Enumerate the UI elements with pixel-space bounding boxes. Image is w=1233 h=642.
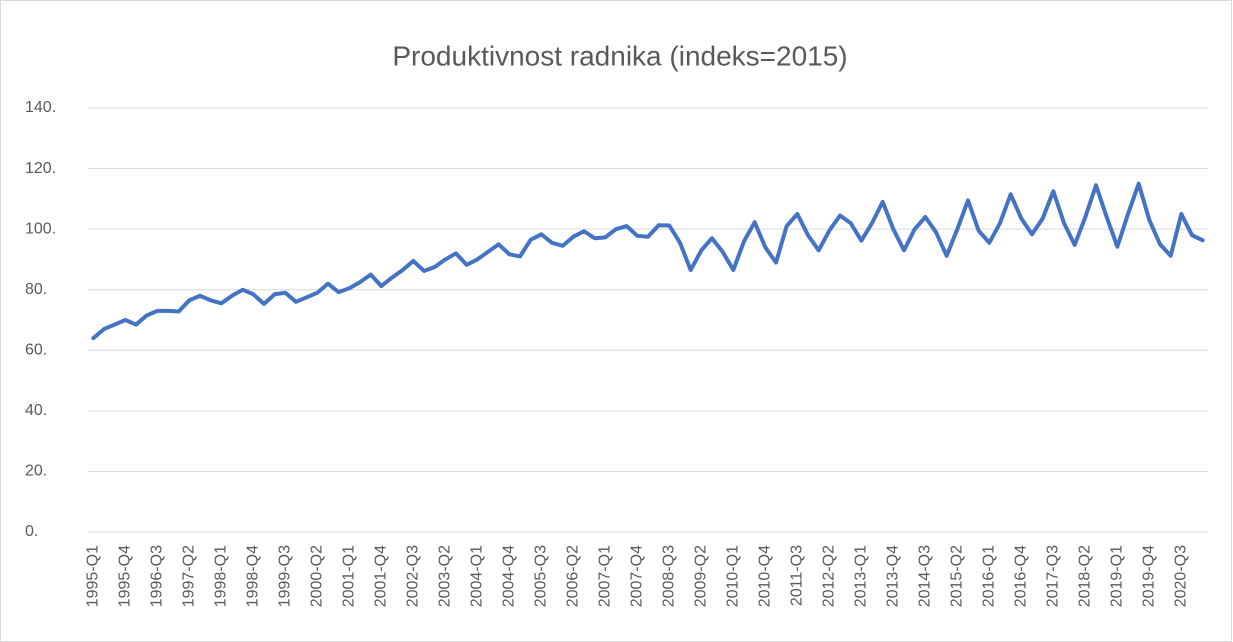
x-tick-label: 2011-Q3 [789, 545, 806, 606]
y-tick-label: 0. [25, 523, 38, 540]
x-tick-label: 2018-Q2 [1077, 545, 1094, 607]
y-tick-label: 80. [25, 281, 47, 298]
x-tick-label: 1995-Q1 [85, 545, 102, 607]
x-tick-label: 2004-Q4 [501, 545, 518, 607]
x-tick-label: 2017-Q3 [1045, 545, 1062, 607]
x-tick-label: 2010-Q4 [757, 545, 774, 607]
x-tick-label: 2015-Q2 [949, 545, 966, 607]
y-tick-label: 120. [25, 160, 56, 177]
x-tick-label: 2019-Q4 [1141, 545, 1158, 607]
x-tick-label: 2007-Q4 [629, 545, 646, 607]
x-tick-label: 2006-Q2 [565, 545, 582, 607]
y-tick-label: 20. [25, 463, 47, 480]
x-tick-label: 2014-Q3 [917, 545, 934, 607]
x-tick-label: 1996-Q3 [149, 545, 166, 607]
x-tick-label: 2020-Q3 [1173, 545, 1190, 607]
x-tick-label: 1998-Q4 [245, 545, 262, 607]
x-tick-label: 2012-Q2 [821, 545, 838, 607]
x-tick-label: 1999-Q3 [277, 545, 294, 607]
y-tick-label: 140. [25, 99, 56, 116]
data-line [91, 181, 1205, 341]
y-tick-label: 100. [25, 220, 56, 237]
x-tick-label: 2009-Q2 [693, 545, 710, 607]
x-tick-label: 2005-Q3 [533, 545, 550, 607]
x-tick-label: 2016-Q1 [981, 545, 998, 607]
x-tick-label: 2013-Q1 [853, 545, 870, 607]
x-tick-label: 2013-Q4 [885, 545, 902, 607]
y-tick-label: 40. [25, 402, 47, 419]
x-tick-label: 1997-Q2 [181, 545, 198, 607]
x-tick-label: 2007-Q1 [597, 545, 614, 607]
x-tick-label: 2008-Q3 [661, 545, 678, 607]
x-tick-label: 1998-Q1 [213, 545, 230, 607]
x-tick-label: 2016-Q4 [1013, 545, 1030, 607]
y-tick-label: 60. [25, 342, 47, 359]
x-tick-label: 2001-Q1 [341, 545, 358, 607]
x-tick-label: 2004-Q1 [469, 545, 486, 607]
x-tick-label: 2010-Q1 [725, 545, 742, 607]
x-tick-label: 2003-Q2 [437, 545, 454, 607]
x-tick-label: 2001-Q4 [373, 545, 390, 607]
x-tick-label: 2000-Q2 [309, 545, 326, 607]
x-tick-label: 2019-Q1 [1109, 545, 1126, 607]
x-tick-label: 2002-Q3 [405, 545, 422, 607]
chart-title: Produktivnost radnika (indeks=2015) [392, 40, 847, 71]
x-tick-label: 1995-Q4 [117, 545, 134, 607]
